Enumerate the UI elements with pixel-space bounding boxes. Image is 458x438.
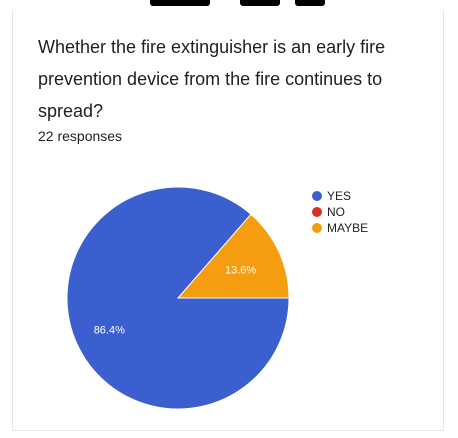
legend-item-yes[interactable]: YES (312, 188, 368, 204)
pie-slice-maybe[interactable] (176, 213, 290, 299)
chart-legend: YES NO MAYBE (312, 188, 368, 236)
cut-mark (295, 0, 325, 6)
response-count: 22 responses (38, 128, 123, 144)
pie-slice-yes[interactable] (66, 186, 290, 410)
legend-item-no[interactable]: NO (312, 204, 368, 220)
legend-dot-icon (312, 191, 322, 201)
cut-mark (240, 0, 280, 6)
legend-label: MAYBE (327, 221, 369, 235)
legend-label: YES (327, 189, 352, 203)
cut-mark (150, 0, 210, 6)
slice-label-yes: 86.4% (94, 324, 125, 336)
legend-label: NO (327, 205, 345, 219)
question-title: Whether the fire extinguisher is an earl… (38, 37, 386, 121)
slice-label-maybe: 13.6% (225, 265, 256, 277)
legend-dot-icon (312, 207, 322, 217)
legend-dot-icon (312, 223, 322, 233)
legend-item-maybe[interactable]: MAYBE (312, 220, 368, 236)
